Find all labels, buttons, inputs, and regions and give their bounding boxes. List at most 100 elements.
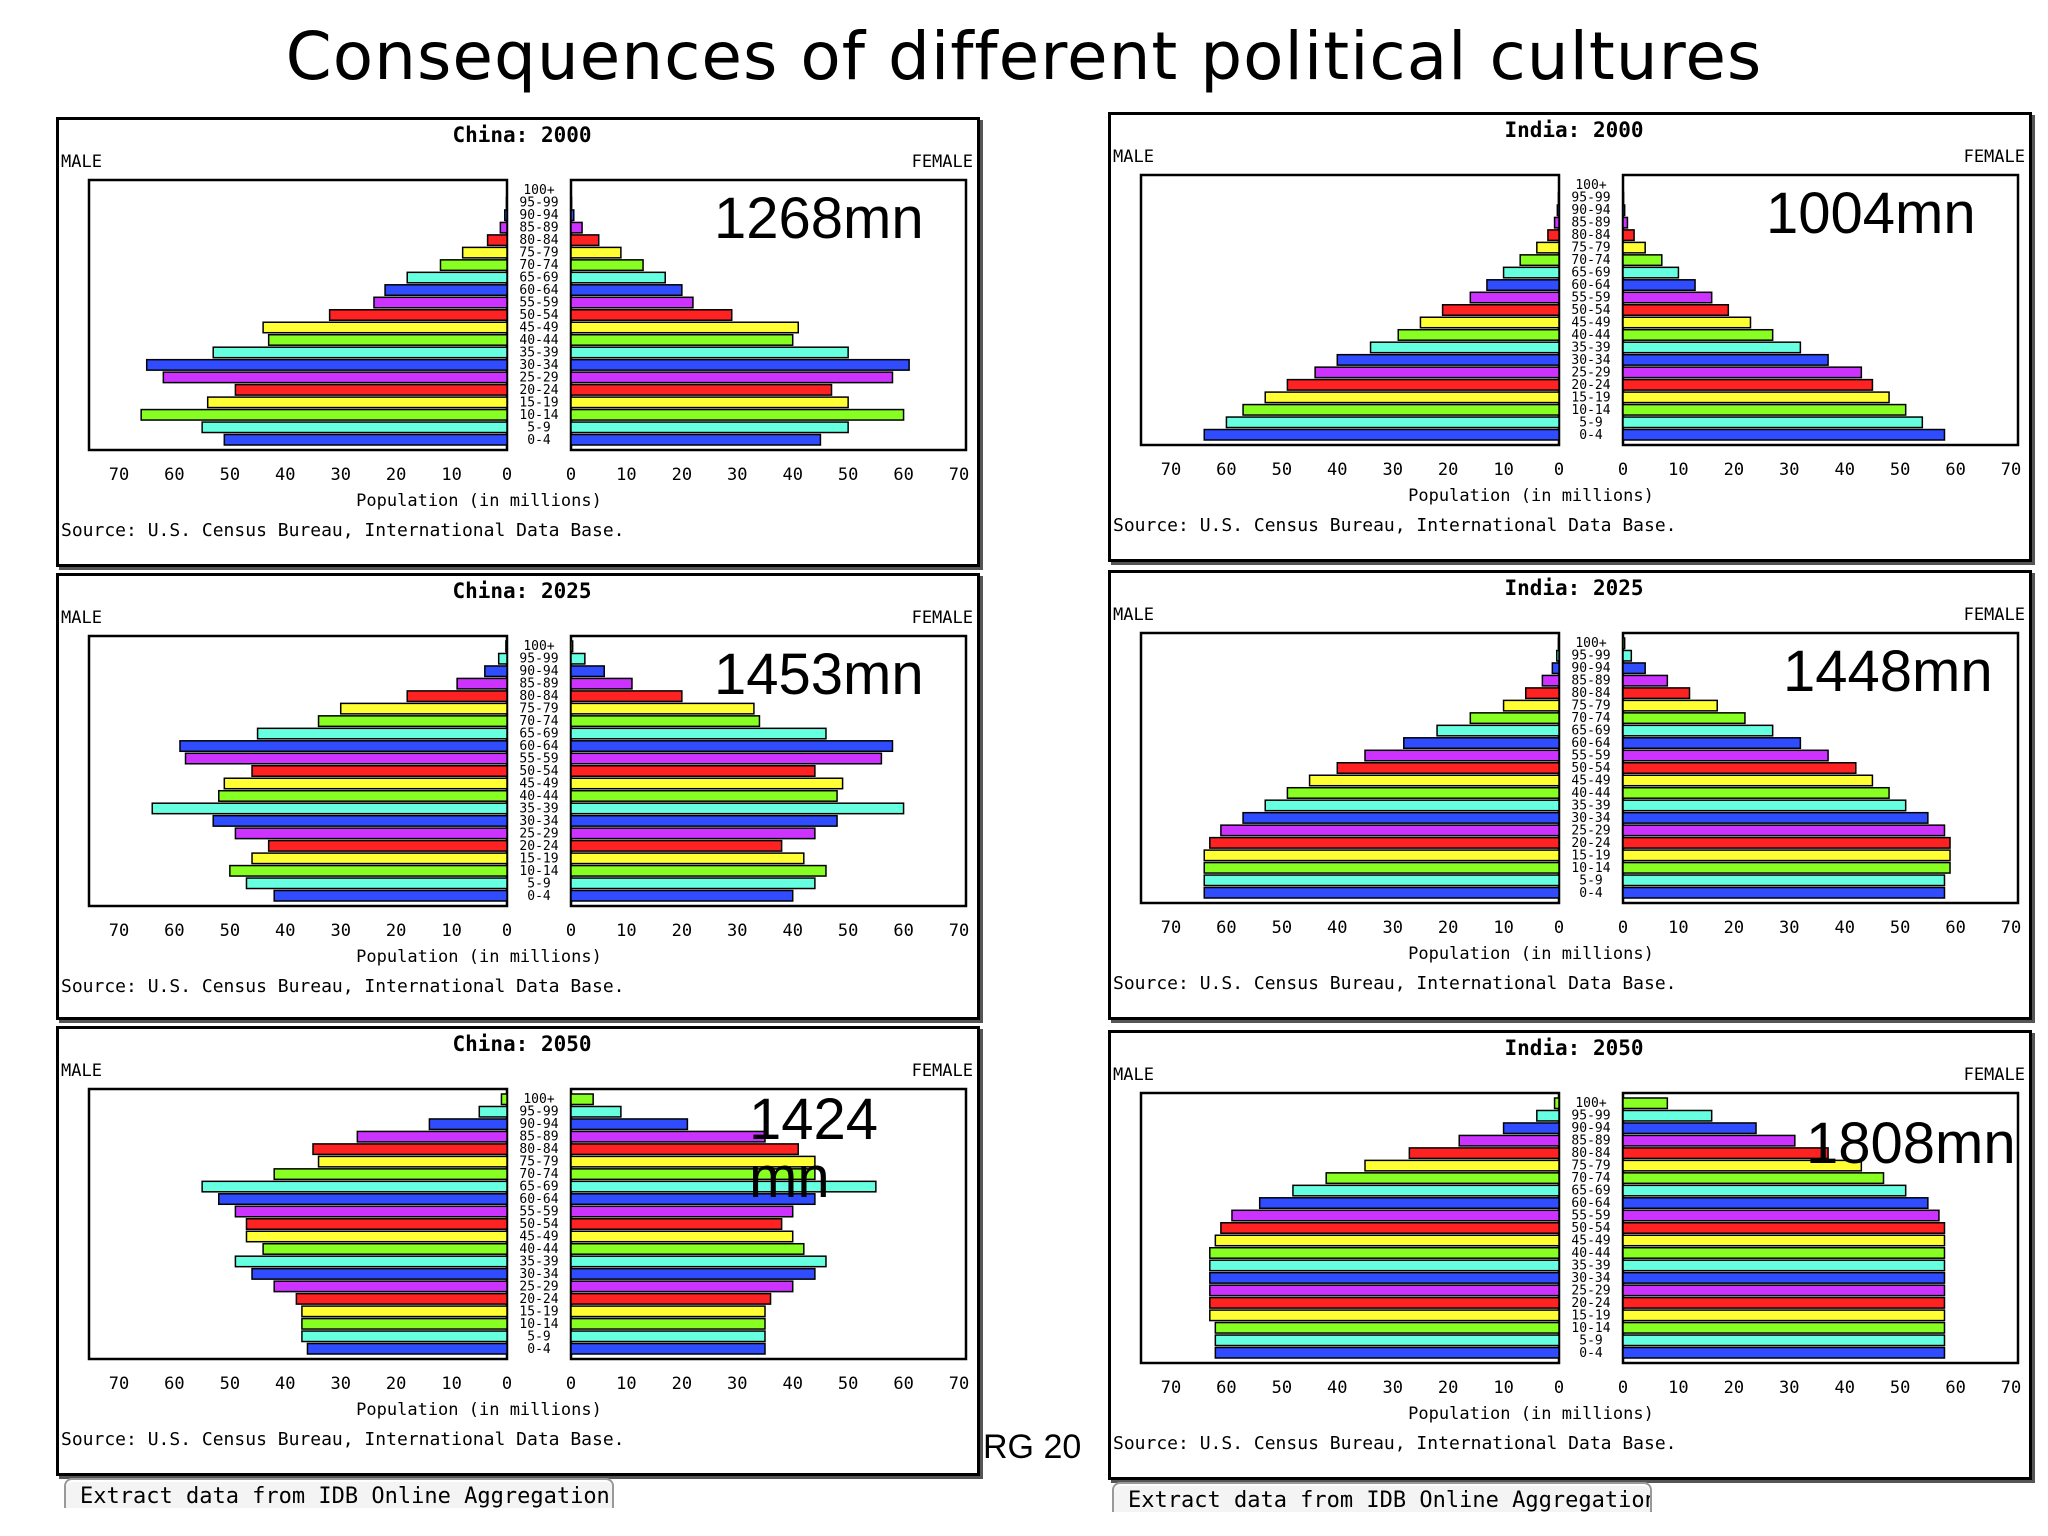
female-bar — [1622, 749, 1829, 762]
male-bar — [373, 296, 508, 309]
male-bar — [301, 1305, 508, 1318]
female-bar — [1622, 1097, 1669, 1110]
male-axis-tick: 30 — [330, 465, 350, 485]
female-axis-tick: 0 — [566, 921, 576, 941]
male-bar — [1214, 1346, 1560, 1359]
pyramid-svg: China: 2050 MALE FEMALE 0-45-910-1415-1920-… — [61, 1032, 973, 1450]
female-bar — [1622, 1259, 1946, 1272]
female-bar — [570, 321, 800, 334]
male-bar — [234, 1205, 508, 1218]
age-group-label: 60-64 — [1571, 278, 1610, 293]
male-axis-tick: 50 — [1272, 918, 1292, 938]
male-bar — [1419, 316, 1560, 329]
female-bar — [1622, 1334, 1946, 1347]
extract-data-button[interactable]: Extract data from IDB Online Aggregation — [1112, 1482, 1652, 1512]
female-bar — [570, 1342, 766, 1355]
male-axis-tick: 20 — [1438, 918, 1458, 938]
age-group-label: 0-4 — [1579, 1346, 1603, 1361]
female-bar — [570, 346, 849, 359]
male-bar — [1519, 254, 1560, 267]
male-bar — [339, 702, 508, 715]
female-axis-tick: 20 — [672, 921, 692, 941]
female-axis-tick: 30 — [727, 1374, 747, 1394]
female-bar — [1622, 774, 1874, 787]
female-axis-tick: 60 — [1945, 1378, 1965, 1398]
male-bar — [1286, 786, 1560, 799]
male-axis-tick: 30 — [1382, 1378, 1402, 1398]
female-bar — [1622, 886, 1946, 899]
male-bar — [1209, 1309, 1560, 1322]
female-axis-tick: 0 — [1618, 460, 1628, 480]
female-bar — [570, 802, 905, 815]
male-bar — [245, 1230, 508, 1243]
extract-data-button[interactable]: Extract data from IDB Online Aggregation — [64, 1478, 614, 1508]
male-bar — [1209, 1259, 1560, 1272]
age-group-label: 85-89 — [1571, 1134, 1610, 1149]
age-group-label: 65-69 — [519, 1180, 558, 1195]
pyramid-svg: India: 2050 MALE FEMALE 0-45-910-1415-1920-… — [1113, 1036, 2025, 1454]
female-bar — [570, 371, 894, 384]
male-bar — [251, 852, 508, 865]
female-bar — [1622, 1234, 1946, 1247]
age-group-label: 95-99 — [519, 1105, 558, 1120]
age-group-label: 75-79 — [1571, 1159, 1610, 1174]
source-note: Source: U.S. Census Bureau, Internationa… — [1113, 1433, 1677, 1454]
male-bar — [505, 196, 508, 209]
female-bar — [570, 1205, 794, 1218]
female-bar — [1622, 366, 1863, 379]
male-bar — [484, 665, 508, 678]
female-bar — [1622, 1147, 1829, 1160]
age-group-label: 0-4 — [527, 1342, 551, 1357]
female-axis-tick: 10 — [616, 921, 636, 941]
male-bar — [312, 1143, 508, 1156]
age-group-label: 0-4 — [1579, 886, 1603, 901]
male-bar — [1557, 191, 1560, 204]
female-bar — [570, 839, 783, 852]
male-axis-tick: 30 — [1382, 918, 1402, 938]
age-group-label: 80-84 — [1571, 686, 1610, 701]
male-bar — [1286, 378, 1560, 391]
male-axis-tick: 50 — [220, 465, 240, 485]
male-bar — [1556, 204, 1560, 217]
female-bar — [570, 740, 894, 753]
male-bar — [1408, 1147, 1560, 1160]
male-bar — [1203, 874, 1560, 887]
female-axis-tick: 40 — [782, 465, 802, 485]
female-bar — [1622, 799, 1907, 812]
female-bar — [570, 777, 844, 790]
female-label: FEMALE — [912, 608, 973, 628]
male-bar — [206, 396, 508, 409]
age-group-label: 60-64 — [519, 739, 558, 754]
age-group-label: 50-54 — [1571, 303, 1610, 318]
age-group-label: 20-24 — [519, 1292, 558, 1307]
age-group-label: 85-89 — [1571, 674, 1610, 689]
male-bar — [245, 877, 508, 890]
female-bar — [570, 1180, 877, 1193]
female-axis-tick: 40 — [782, 921, 802, 941]
x-axis-label: Population (in millions) — [356, 1400, 602, 1420]
female-bar — [570, 752, 883, 765]
female-bar — [1622, 1209, 1940, 1222]
female-bar — [1622, 1346, 1946, 1359]
male-axis-tick: 20 — [386, 465, 406, 485]
female-bar — [1622, 849, 1951, 862]
female-bar — [570, 715, 761, 728]
male-bar — [1458, 1134, 1560, 1147]
female-axis-tick: 10 — [616, 465, 636, 485]
female-axis-tick: 10 — [1668, 918, 1688, 938]
pyramid-svg: India: 2000 MALE FEMALE 0-45-910-1415-1920-… — [1113, 118, 2025, 536]
male-bar — [486, 234, 508, 247]
female-bar — [570, 889, 794, 902]
female-bar — [1622, 724, 1774, 737]
male-axis-tick: 60 — [1216, 1378, 1236, 1398]
male-bar — [1242, 811, 1560, 824]
age-group-label: 75-79 — [519, 1155, 558, 1170]
male-bar — [1502, 266, 1560, 279]
female-bar — [570, 1118, 689, 1131]
male-bar — [273, 1168, 508, 1181]
female-bar — [1622, 304, 1730, 316]
age-group-label: 65-69 — [1571, 1184, 1610, 1199]
age-group-label: 5-9 — [527, 876, 550, 891]
age-group-label: 10-14 — [519, 864, 558, 879]
age-group-label: 50-54 — [1571, 761, 1610, 776]
